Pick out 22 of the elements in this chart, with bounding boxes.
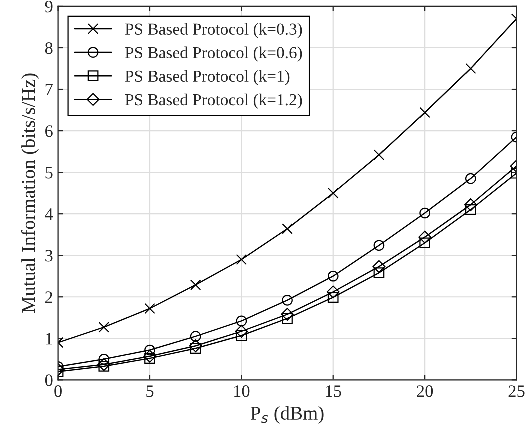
y-tick-label: 8 [45, 42, 53, 54]
x-axis-title: P$_{s}$ (dBm) [250, 406, 324, 424]
y-axis-title: Mutual Information (bits/s/Hz) [21, 74, 40, 314]
y-tick-label: 6 [46, 126, 53, 138]
legend-label: PS Based Protocol (k=1) [125, 70, 290, 86]
x-tick-label: 15 [326, 386, 342, 398]
x-tick-label: 10 [234, 386, 250, 398]
legend-label: PS Based Protocol (k=1.2) [125, 94, 302, 110]
y-tick-label: 5 [46, 167, 53, 179]
y-tick-label: 2 [46, 292, 52, 304]
x-tick-label: 5 [146, 386, 154, 398]
legend-label: PS Based Protocol (k=0.3) [125, 23, 302, 38]
x-tick-label: 20 [417, 386, 434, 398]
y-tick-label: 0 [45, 374, 53, 386]
x-tick-label: 25 [508, 386, 525, 398]
y-tick-label: 1 [46, 333, 52, 345]
y-tick-label: 4 [45, 208, 54, 220]
legend-label: PS Based Protocol (k=0.6) [125, 46, 302, 62]
y-tick-label: 7 [46, 84, 53, 96]
y-tick-label: 3 [46, 250, 53, 262]
y-tick-label: 9 [45, 1, 53, 13]
x-tick-label: 0 [54, 386, 62, 398]
